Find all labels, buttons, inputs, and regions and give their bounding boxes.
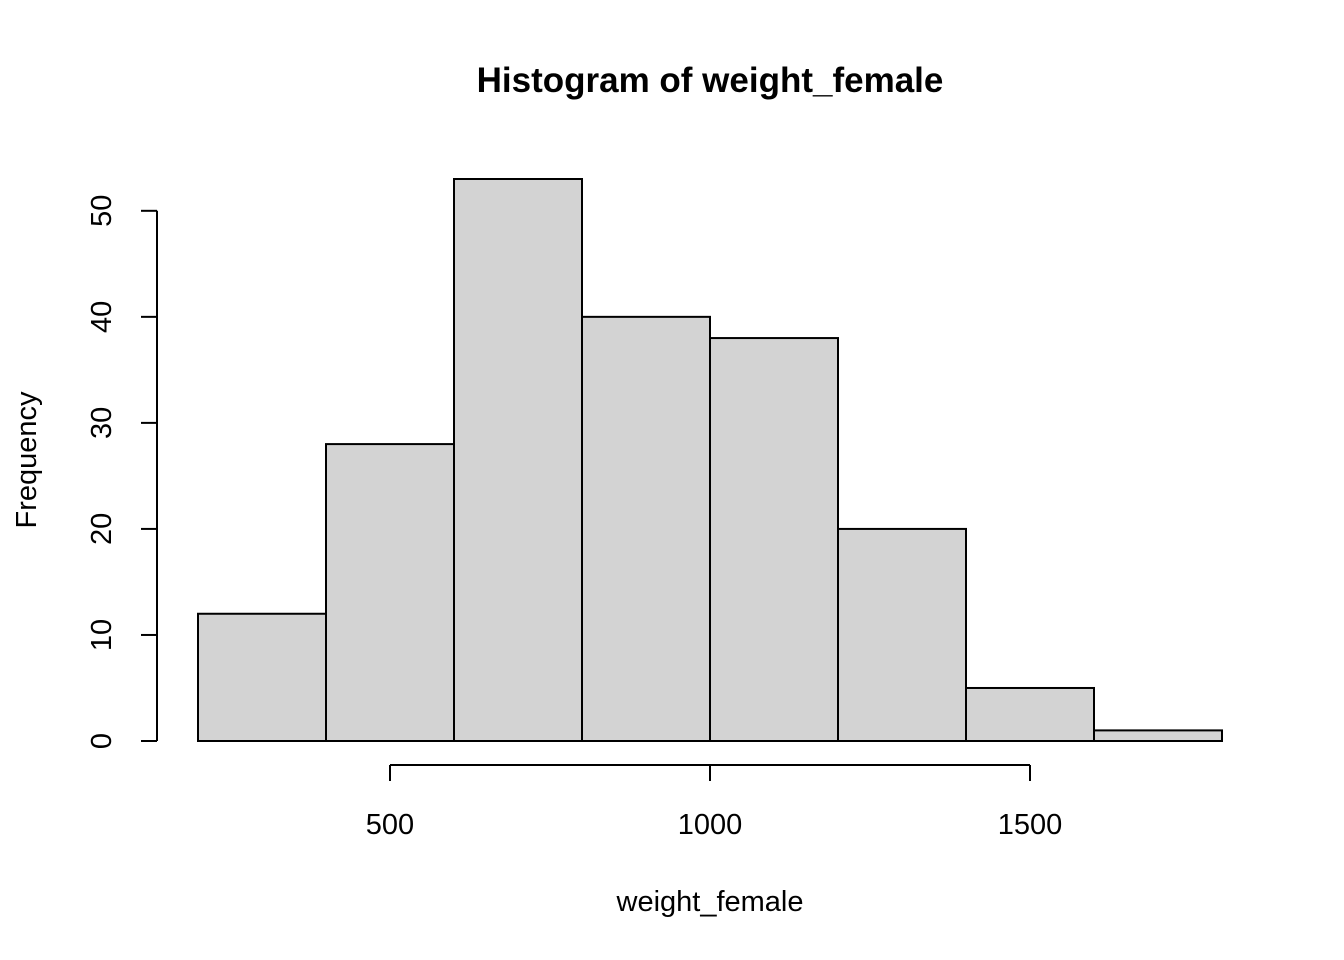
chart-title: Histogram of weight_female xyxy=(477,61,944,100)
y-tick-label: 30 xyxy=(86,407,118,439)
y-tick-label: 40 xyxy=(86,301,118,333)
y-tick-label: 50 xyxy=(86,195,118,227)
histogram-bar-0 xyxy=(197,612,327,742)
x-tick-label: 1000 xyxy=(678,809,743,841)
x-axis: 500 1000 1500 xyxy=(366,764,1063,841)
y-axis: 0 10 20 30 40 50 xyxy=(86,195,158,749)
x-tick-label: 500 xyxy=(366,809,414,841)
histogram-bar-1 xyxy=(325,443,455,742)
histogram-bar-3 xyxy=(581,315,711,742)
histogram-bar-2 xyxy=(453,178,583,742)
y-axis-title: Frequency xyxy=(11,391,43,529)
histogram-bar-5 xyxy=(837,527,967,742)
histogram-bar-6 xyxy=(965,686,1095,743)
histogram-bar-7 xyxy=(1093,729,1223,743)
histogram-bar-4 xyxy=(709,337,839,742)
y-tick-label: 0 xyxy=(86,733,118,749)
x-tick-label: 1500 xyxy=(998,809,1063,841)
y-tick-label: 10 xyxy=(86,619,118,651)
y-tick-label: 20 xyxy=(86,513,118,545)
bars-group xyxy=(197,178,1223,743)
x-axis-title: weight_female xyxy=(616,886,804,918)
